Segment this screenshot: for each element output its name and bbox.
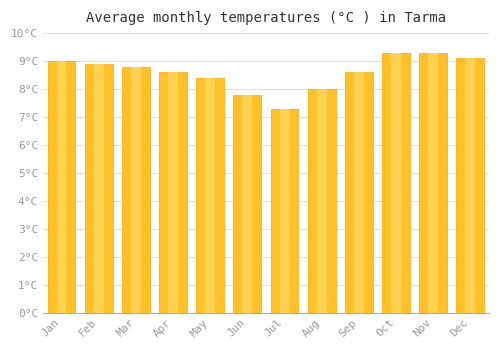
Bar	[168, 72, 178, 313]
Bar	[131, 67, 140, 313]
Bar	[466, 58, 475, 313]
Bar	[94, 64, 104, 313]
Bar	[234, 95, 262, 313]
Bar	[242, 95, 252, 313]
Bar	[308, 89, 336, 313]
Bar	[270, 108, 298, 313]
Bar	[56, 61, 66, 313]
Bar	[48, 61, 76, 313]
Bar	[85, 64, 112, 313]
Bar	[159, 72, 187, 313]
Bar	[196, 78, 224, 313]
Bar	[345, 72, 373, 313]
Bar	[280, 108, 289, 313]
Bar	[428, 53, 438, 313]
Bar	[419, 53, 447, 313]
Bar	[391, 53, 401, 313]
Bar	[382, 53, 410, 313]
Bar	[122, 67, 150, 313]
Bar	[317, 89, 326, 313]
Bar	[354, 72, 364, 313]
Title: Average monthly temperatures (°C ) in Tarma: Average monthly temperatures (°C ) in Ta…	[86, 11, 446, 25]
Bar	[456, 58, 484, 313]
Bar	[206, 78, 215, 313]
